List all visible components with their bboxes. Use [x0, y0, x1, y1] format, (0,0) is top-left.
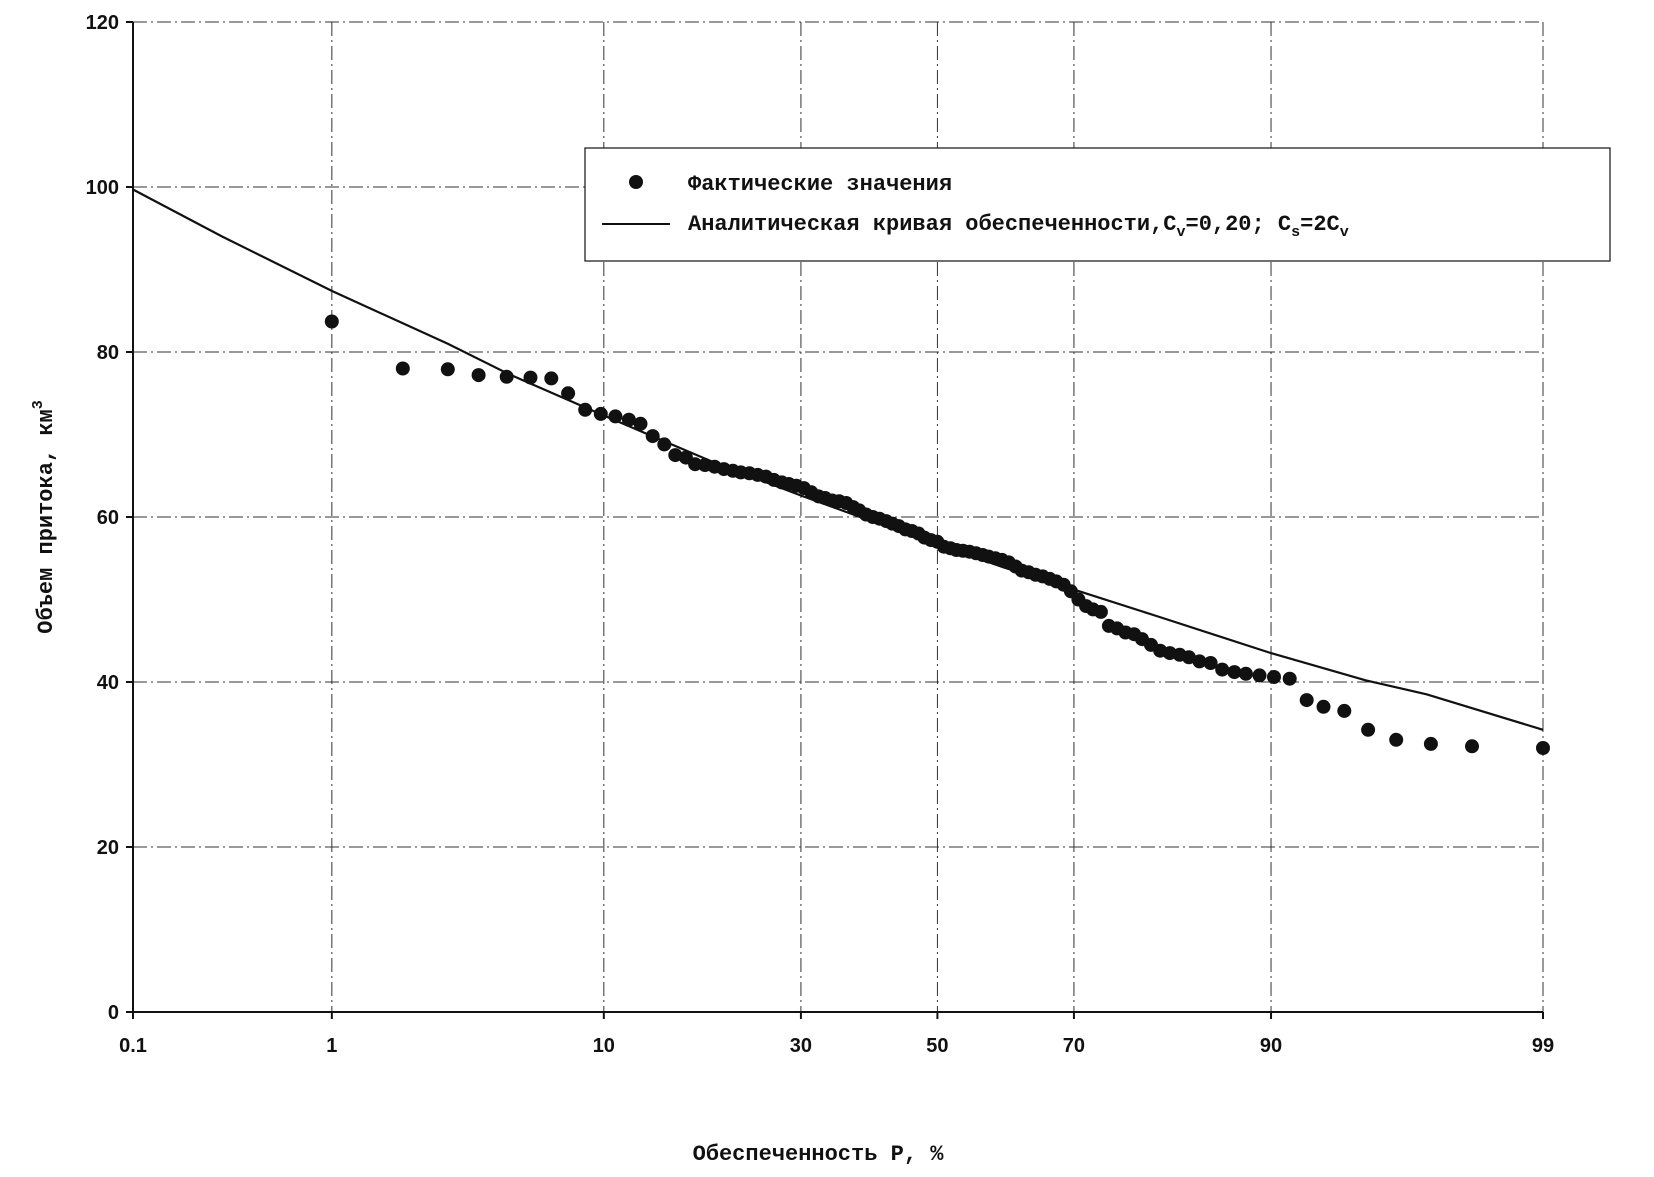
legend-label-line: Аналитическая кривая обеспеченности,Cv=0…	[688, 212, 1349, 241]
axes	[126, 21, 1544, 1019]
data-point	[1423, 736, 1438, 751]
data-point	[608, 409, 623, 424]
data-point	[1282, 671, 1297, 686]
y-tick-label: 0	[108, 1002, 119, 1024]
data-point	[1337, 703, 1352, 718]
y-tick-label: 40	[97, 672, 119, 694]
x-tick-label: 0.1	[119, 1035, 147, 1057]
y-tick-label: 20	[97, 837, 119, 859]
data-point	[668, 448, 683, 463]
data-point	[578, 402, 593, 417]
data-point	[523, 370, 538, 385]
legend-line-text-end: =2C	[1300, 212, 1340, 237]
data-point	[1536, 741, 1550, 755]
x-tick-label: 99	[1532, 1035, 1554, 1057]
grid	[133, 21, 1544, 1012]
legend-label-points: Фактические значения	[688, 172, 952, 197]
x-tick-label: 50	[926, 1035, 948, 1057]
data-point	[324, 314, 339, 329]
y-axis-title: Объем притока, км3	[30, 400, 59, 633]
y-tick-label: 120	[86, 12, 119, 34]
y-tick-label: 100	[86, 177, 119, 199]
legend-line-text-main: Аналитическая кривая обеспеченности,C	[688, 212, 1176, 237]
x-tick-label: 90	[1260, 1035, 1282, 1057]
data-point	[593, 406, 608, 421]
data-point	[1227, 665, 1242, 680]
x-tick-label: 70	[1063, 1035, 1085, 1057]
y-axis-title-main: Объем притока, км	[34, 409, 59, 633]
data-point	[499, 369, 514, 384]
legend-marker-points	[629, 175, 643, 189]
x-tick-label: 30	[790, 1035, 812, 1057]
data-point	[471, 368, 486, 383]
data-point	[1181, 650, 1196, 665]
y-tick-label: 60	[97, 507, 119, 529]
data-point	[440, 362, 455, 377]
data-point	[1389, 732, 1404, 747]
legend-line-sub-v: v	[1176, 224, 1185, 241]
data-point	[1299, 693, 1314, 708]
y-tick-labels: 0 20 40 60 80 100 120	[86, 12, 119, 1024]
data-point	[544, 371, 559, 386]
legend-line-sub-s: s	[1291, 224, 1300, 241]
data-point	[1093, 604, 1108, 619]
x-tick-labels: 0.1 1 10 30 50 70 90 99	[119, 1035, 1554, 1057]
x-axis-title: Обеспеченность P, %	[693, 1142, 945, 1167]
legend: Фактические значения Аналитическая крива…	[584, 147, 1611, 262]
x-tick-label: 1	[326, 1035, 337, 1057]
data-point	[1361, 722, 1376, 737]
y-axis-title-sup: 3	[30, 400, 47, 409]
data-point	[395, 361, 410, 376]
data-point	[1215, 662, 1230, 677]
legend-line-sub-v2: v	[1340, 224, 1349, 241]
data-point	[1267, 670, 1281, 684]
data-point	[1238, 666, 1253, 681]
data-point	[1203, 656, 1218, 670]
legend-line-text-mid: =0,20; C	[1186, 212, 1292, 237]
y-tick-label: 80	[97, 342, 119, 364]
data-point	[1465, 739, 1479, 754]
data-point	[561, 386, 576, 401]
x-tick-label: 10	[593, 1035, 615, 1057]
data-point	[1316, 699, 1331, 714]
data-point	[645, 429, 660, 444]
data-point	[1192, 654, 1207, 669]
legend-box	[584, 147, 1611, 262]
data-point	[621, 412, 636, 427]
data-point	[1252, 668, 1267, 683]
data-point	[657, 437, 672, 452]
data-point	[633, 416, 648, 431]
series	[132, 188, 1550, 755]
